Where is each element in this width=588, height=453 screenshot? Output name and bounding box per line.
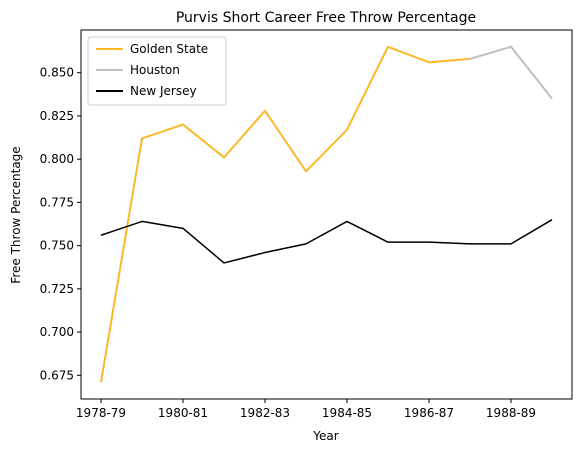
x-axis: 1978-79 1980-81 1982-83 1984-85 1986-87 1988-…: [76, 399, 536, 420]
y-axis-label: Free Throw Percentage: [9, 146, 23, 283]
y-tick-label: 0.725: [40, 282, 74, 296]
plot-frame: [80, 29, 573, 400]
y-axis: 0.675 0.700 0.725 0.750 0.775 0.800 0.825 0.850: [40, 66, 81, 382]
y-tick-label: 0.825: [40, 109, 74, 123]
legend-box: [87, 36, 227, 106]
y-tick-label: 0.775: [40, 195, 74, 209]
chart-title: Purvis Short Career Free Throw Percentag…: [176, 10, 476, 26]
legend: Golden State Houston New Jersey: [87, 36, 227, 106]
series-line-golden-state: [100, 45, 471, 383]
series-line-houston: [469, 45, 553, 100]
y-tick-label: 0.850: [40, 66, 74, 80]
legend-label-houston: Houston: [130, 63, 180, 77]
x-tick-label: 1986-87: [404, 406, 454, 420]
y-tick-label: 0.750: [40, 239, 74, 253]
series-line-new-jersey: [100, 219, 553, 264]
y-tick-label: 0.675: [40, 368, 74, 382]
x-tick-label: 1980-81: [158, 406, 208, 420]
x-axis-label: Year: [312, 429, 338, 443]
x-tick-label: 1978-79: [76, 406, 126, 420]
y-tick-label: 0.800: [40, 152, 74, 166]
legend-label-new-jersey: New Jersey: [130, 84, 197, 98]
x-tick-label: 1988-89: [486, 406, 536, 420]
series-layer: [100, 45, 553, 383]
x-tick-label: 1982-83: [240, 406, 290, 420]
x-tick-label: 1984-85: [322, 406, 372, 420]
y-tick-label: 0.700: [40, 325, 74, 339]
legend-label-golden-state: Golden State: [130, 42, 208, 56]
